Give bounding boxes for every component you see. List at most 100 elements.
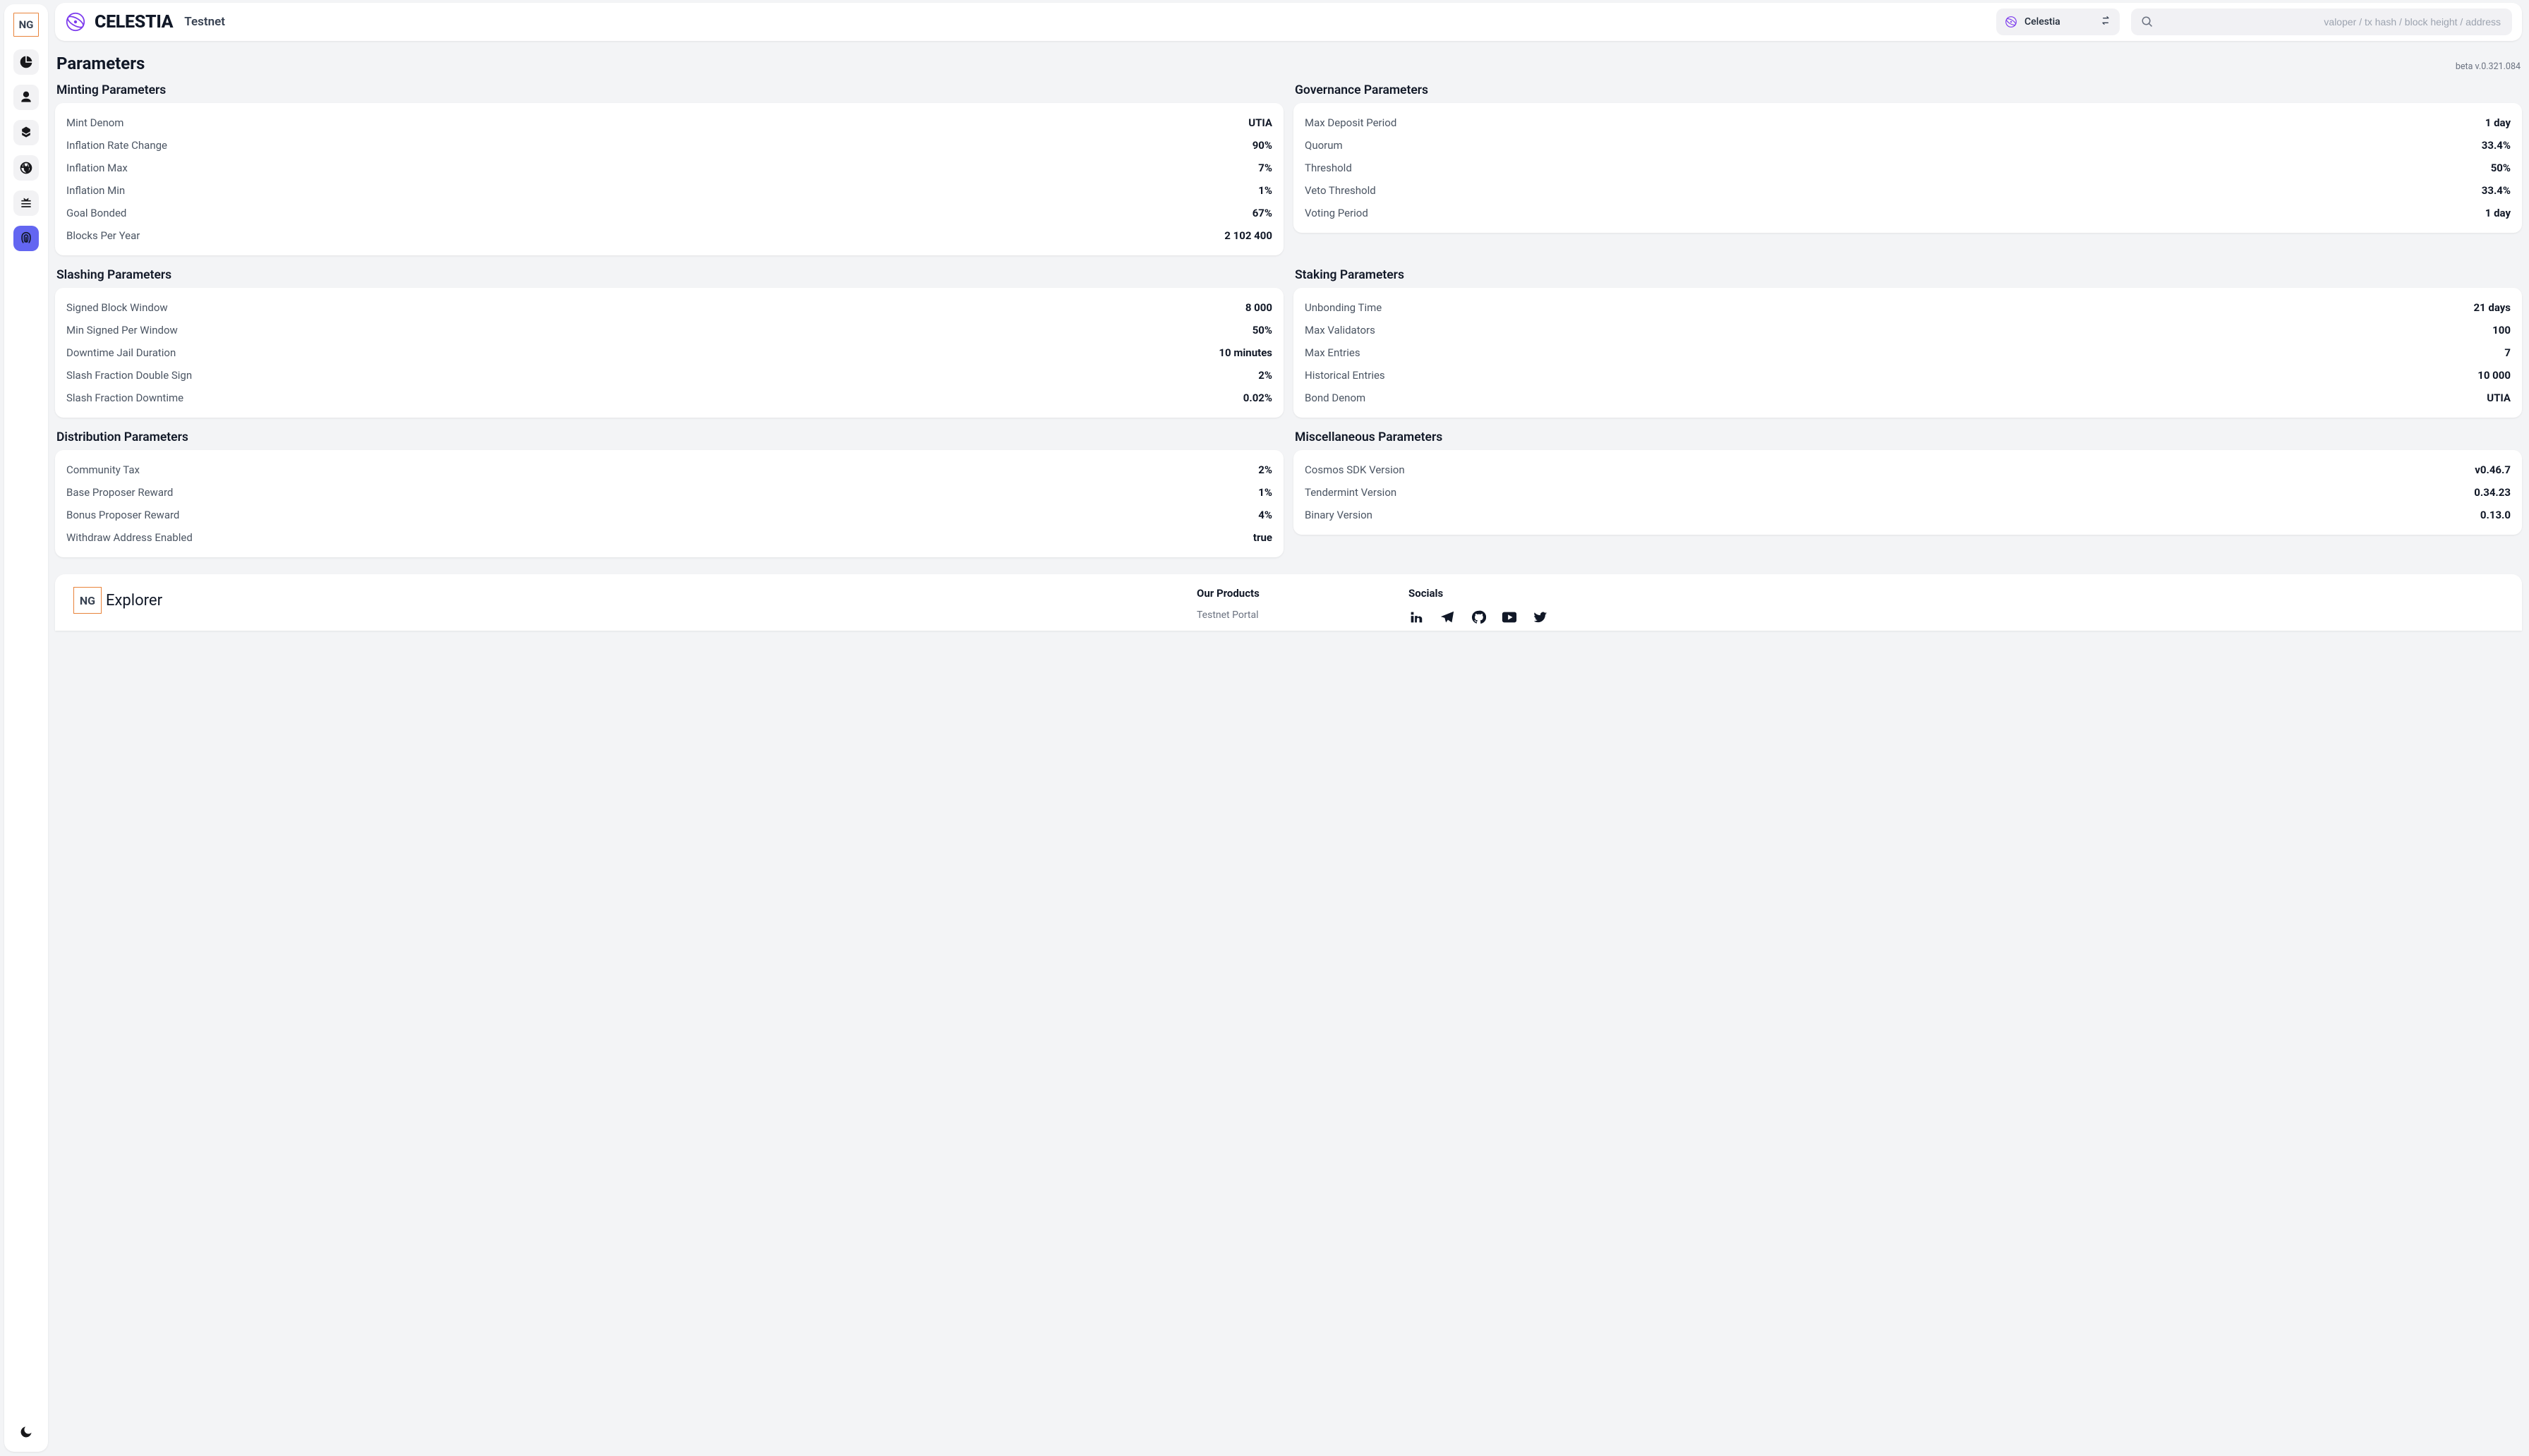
param-row: Quorum 33.4%: [1305, 134, 2511, 157]
page-title: Parameters: [56, 54, 145, 73]
chain-selector-icon: [2005, 16, 2017, 28]
param-label: Cosmos SDK Version: [1305, 463, 1405, 476]
param-label: Slash Fraction Downtime: [66, 392, 183, 404]
parameters-section: Staking Parameters Unbonding Time21 days M…: [1293, 265, 2522, 418]
nav-dashboard[interactable]: [13, 49, 39, 75]
param-row: Binary Version0.13.0: [1305, 504, 2511, 526]
param-label: Veto Threshold: [1305, 184, 1376, 197]
youtube-icon[interactable]: [1502, 609, 1517, 625]
section-title: Staking Parameters: [1295, 268, 2522, 282]
footer-products-link[interactable]: Testnet Portal: [1197, 609, 1380, 621]
footer-products-col: Our Products Testnet Portal: [1197, 587, 1380, 621]
footer-brand[interactable]: NG Explorer: [73, 587, 1169, 614]
param-row: Withdraw Address Enabled true: [66, 526, 1272, 549]
search-input[interactable]: [2162, 16, 2502, 28]
param-row: Bond DenomUTIA: [1305, 387, 2511, 409]
param-row: Slash Fraction Double Sign2%: [66, 364, 1272, 387]
section-title: Governance Parameters: [1295, 83, 2522, 97]
parameters-section: Minting ParametersMint DenomUTIAInflatio…: [55, 80, 1284, 255]
chain-selector[interactable]: Celestia: [1996, 8, 2120, 35]
chain-selector-label: Celestia: [2024, 16, 2093, 28]
param-value: 1 day: [2485, 207, 2511, 219]
param-label: Historical Entries: [1305, 369, 1385, 382]
search-bar[interactable]: [2131, 8, 2512, 35]
section-card: Community Tax2%Base Proposer Reward1%Bon…: [55, 450, 1284, 557]
param-row: Cosmos SDK Versionv0.46.7: [1305, 459, 2511, 481]
user-icon: [19, 90, 33, 104]
section-card: Cosmos SDK Versionv0.46.7Tendermint Vers…: [1293, 450, 2522, 535]
parameters-section: Governance Parameters Max Deposit Period1…: [1293, 80, 2522, 255]
param-label: Max Entries: [1305, 346, 1360, 359]
footer-logo: NG: [73, 587, 102, 614]
footer-brand-col: NG Explorer: [73, 587, 1169, 614]
param-value: 1 day: [2485, 116, 2511, 129]
param-label: Threshold: [1305, 162, 1352, 174]
parameters-section: Distribution ParametersCommunity Tax2%Ba…: [55, 427, 1284, 557]
main-column: CELESTIA Testnet Celestia Parameters b: [52, 0, 2529, 1456]
version-label: beta v.0.321.084: [2456, 61, 2521, 72]
param-value: 90%: [1253, 139, 1272, 152]
nav-parameters[interactable]: [13, 226, 39, 251]
param-label: Quorum: [1305, 139, 1343, 152]
footer-socials-head: Socials: [1408, 587, 2504, 600]
param-row: Mint DenomUTIA: [66, 111, 1272, 134]
nav-validators[interactable]: [13, 85, 39, 110]
linkedin-icon[interactable]: [1408, 609, 1424, 625]
nav-proposals[interactable]: [13, 190, 39, 216]
param-value: 10 000: [2477, 369, 2511, 382]
param-label: Bonus Proposer Reward: [66, 509, 179, 521]
param-value: 21 days: [2473, 301, 2511, 314]
param-row: Goal Bonded67%: [66, 202, 1272, 224]
param-row: Unbonding Time21 days: [1305, 296, 2511, 319]
footer-brand-name: Explorer: [106, 592, 162, 609]
nav-network[interactable]: [13, 155, 39, 181]
page-header: Parameters beta v.0.321.084: [55, 54, 2522, 80]
section-title: Minting Parameters: [56, 83, 1284, 97]
param-label: Min Signed Per Window: [66, 324, 178, 336]
pie-chart-icon: [19, 55, 33, 69]
param-label: Bond Denom: [1305, 392, 1365, 404]
github-icon[interactable]: [1471, 609, 1486, 625]
param-label: Slash Fraction Double Sign: [66, 369, 192, 382]
param-value: 2%: [1258, 463, 1272, 476]
param-value: 33.4%: [2482, 184, 2511, 197]
nav-blocks[interactable]: [13, 120, 39, 145]
param-row: Max Deposit Period1 day: [1305, 111, 2511, 134]
parameters-section: Miscellaneous ParametersCosmos SDK Versi…: [1293, 427, 2522, 557]
param-label: Blocks Per Year: [66, 229, 140, 242]
sidebar-logo[interactable]: NG: [13, 13, 39, 37]
twitter-icon[interactable]: [1533, 609, 1548, 625]
moon-icon: [19, 1425, 33, 1439]
param-row: Inflation Max7%: [66, 157, 1272, 179]
param-label: Signed Block Window: [66, 301, 168, 314]
param-value: 33.4%: [2482, 139, 2511, 152]
telegram-icon[interactable]: [1439, 609, 1455, 625]
param-value: 67%: [1253, 207, 1272, 219]
swap-icon: [2100, 15, 2111, 29]
param-row: Voting Period 1 day: [1305, 202, 2511, 224]
param-row: Historical Entries 10 000: [1305, 364, 2511, 387]
section-card: Mint DenomUTIAInflation Rate Change90%In…: [55, 103, 1284, 255]
sidebar-nav: [13, 49, 39, 251]
theme-toggle[interactable]: [13, 1419, 39, 1445]
fingerprint-icon: [19, 231, 33, 245]
param-value: 7: [2504, 346, 2511, 359]
globe-icon: [19, 161, 33, 175]
param-label: Community Tax: [66, 463, 140, 476]
param-row: Downtime Jail Duration10 minutes: [66, 341, 1272, 364]
param-row: Blocks Per Year 2 102 400: [66, 224, 1272, 247]
param-value: 4%: [1258, 509, 1272, 521]
param-value: true: [1253, 531, 1272, 544]
param-label: Withdraw Address Enabled: [66, 531, 193, 544]
param-value: UTIA: [1248, 116, 1272, 129]
brand-icon: [65, 11, 86, 32]
footer: NG Explorer Our Products Testnet Portal …: [55, 574, 2522, 631]
param-row: Inflation Rate Change90%: [66, 134, 1272, 157]
param-row: Veto Threshold 33.4%: [1305, 179, 2511, 202]
section-title: Distribution Parameters: [56, 430, 1284, 444]
celestia-logo-icon: [66, 12, 85, 32]
param-value: 2 102 400: [1224, 229, 1272, 242]
sidebar: NG: [4, 4, 48, 1452]
section-card: Signed Block Window8 000Min Signed Per W…: [55, 288, 1284, 418]
param-label: Voting Period: [1305, 207, 1368, 219]
